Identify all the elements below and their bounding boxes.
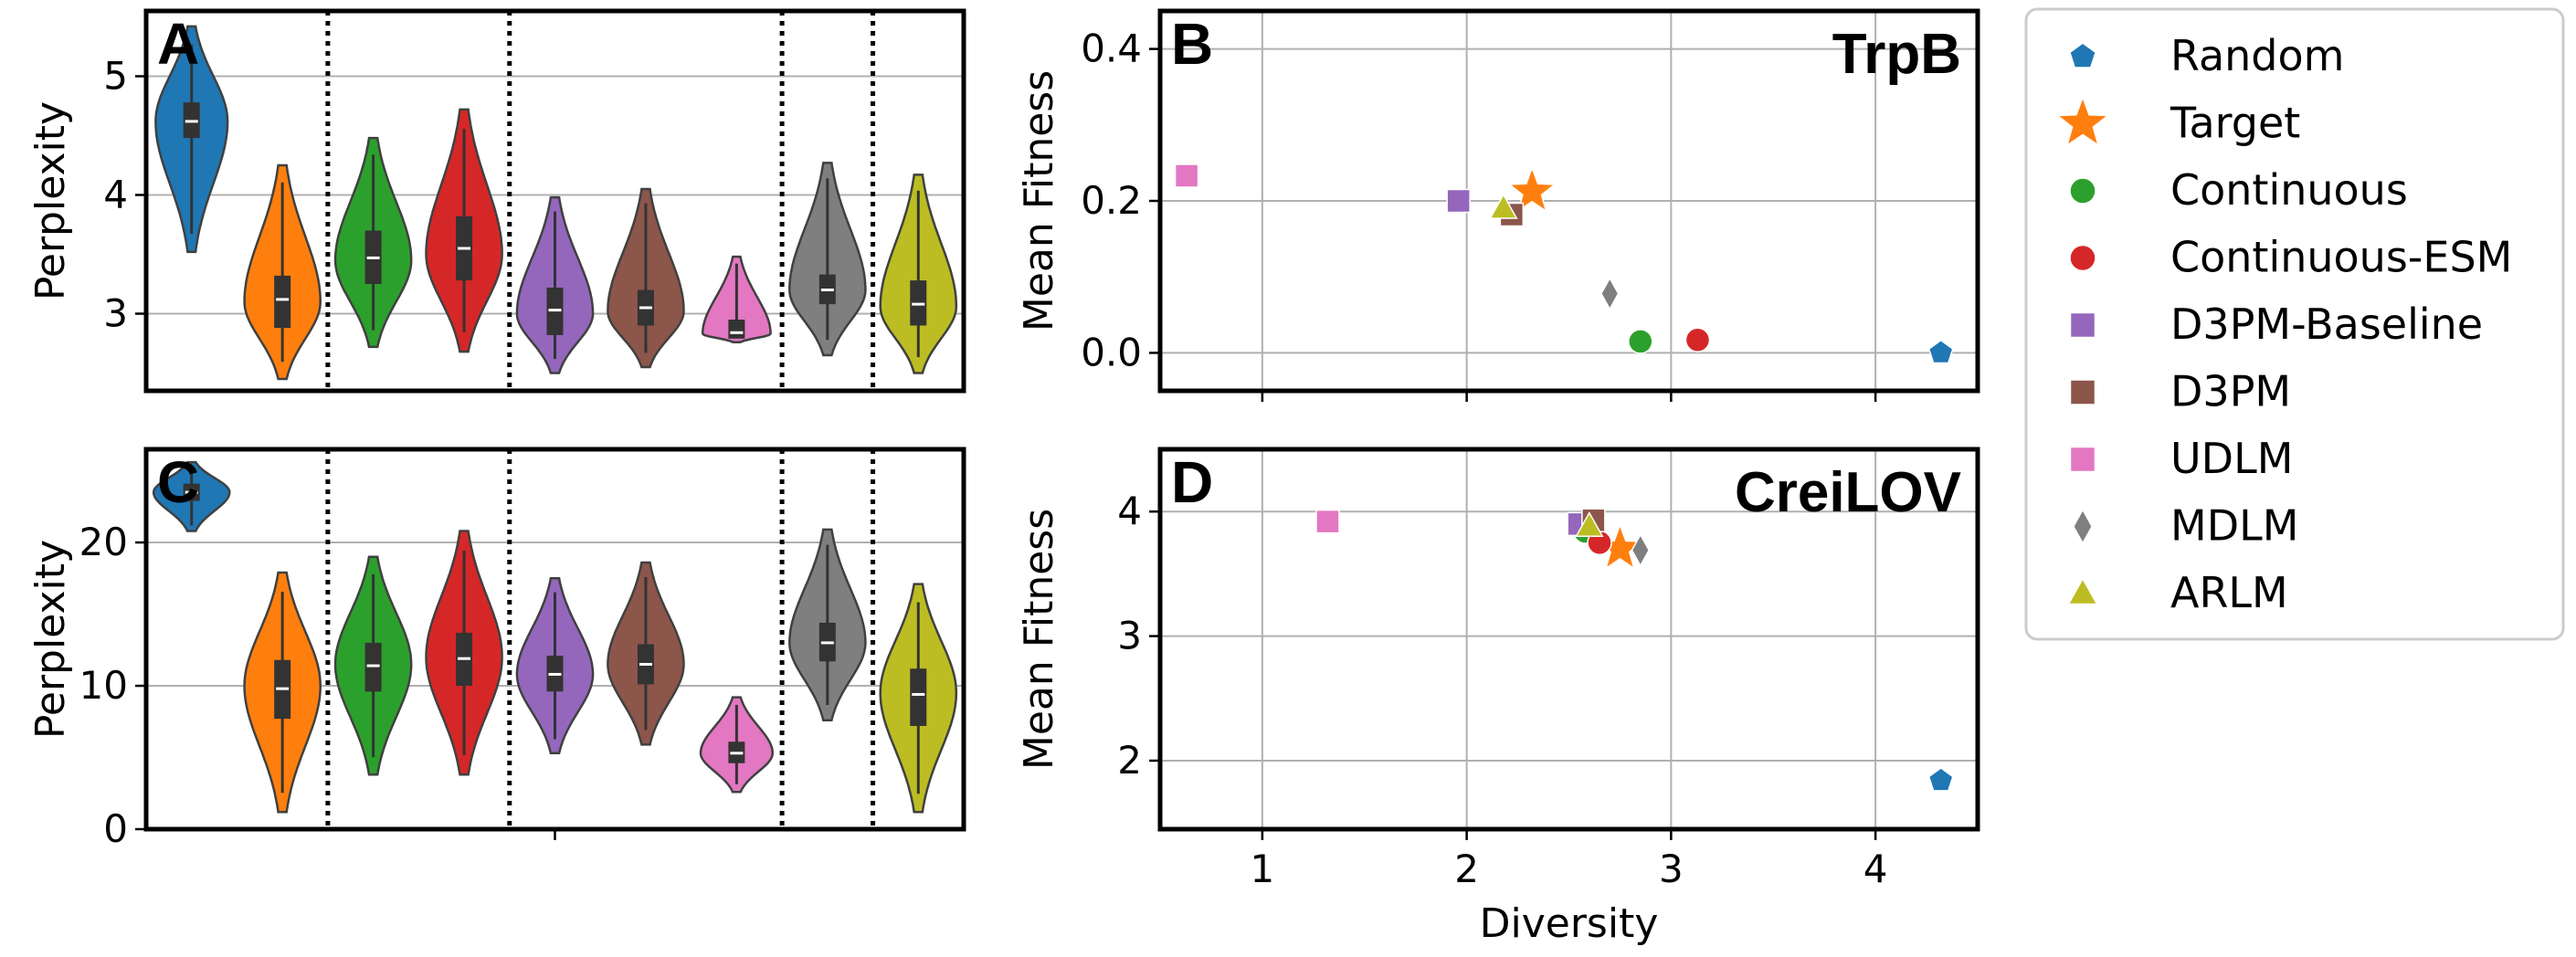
y-axis-label: Mean Fitness — [1016, 509, 1062, 770]
y-tick-label: 20 — [79, 520, 128, 564]
y-axis-label: Perplexity — [27, 540, 74, 739]
violin-iqr-box — [728, 320, 745, 339]
data-point-mdlm — [1600, 277, 1620, 310]
data-point-random — [1927, 767, 1954, 792]
y-tick-label: 0.0 — [1081, 330, 1142, 374]
data-point-udlm — [1174, 163, 1199, 188]
legend-marker-mdlm — [2073, 508, 2093, 545]
panel-label: B — [1171, 11, 1213, 77]
panel-label: D — [1171, 449, 1213, 515]
panel-c-violin-chart: 0 10 20 C Perplexity — [27, 447, 966, 851]
legend-marker-target — [2055, 95, 2110, 147]
legend-marker-continuous — [2069, 177, 2096, 205]
legend-marker-udlm — [2069, 446, 2096, 473]
legend-label: Continuous — [2170, 165, 2408, 215]
data-point-udlm — [1315, 509, 1340, 534]
data-point-arlm — [1489, 193, 1518, 219]
chart-title: CreiLOV — [1735, 461, 1961, 524]
chart-title: TrpB — [1832, 23, 1961, 86]
data-point-random — [1927, 339, 1954, 364]
y-tick-label: 10 — [79, 663, 128, 708]
data-point-continuous-esm — [1684, 327, 1711, 353]
legend-label: UDLM — [2170, 434, 2293, 483]
x-tick-label: 2 — [1454, 847, 1479, 891]
x-axis-label: Diversity — [1480, 900, 1659, 947]
x-tick-label: 1 — [1251, 847, 1275, 891]
legend-label: Continuous-ESM — [2170, 233, 2512, 282]
data-point-d3pm-baseline — [1446, 188, 1471, 214]
y-tick-label: 0 — [103, 806, 128, 851]
data-point-target — [1507, 165, 1557, 213]
panel-b-scatter-chart: 0.0 0.2 0.4 B TrpB Mean Fitness — [1016, 8, 1980, 402]
legend-label: D3PM-Baseline — [2170, 300, 2483, 349]
violin-iqr-box — [910, 668, 927, 726]
plot-frame — [1157, 8, 1980, 394]
panel-a-violin-chart: 3 4 5 A Perplexity — [27, 8, 966, 394]
plot-frame — [143, 8, 966, 394]
plot-frame — [1157, 447, 1980, 832]
y-axis-label: Mean Fitness — [1016, 70, 1062, 331]
data-point-continuous — [1628, 329, 1653, 354]
legend-marker-random — [2068, 42, 2097, 68]
y-tick-label: 3 — [1117, 614, 1142, 658]
legend-frame — [2024, 7, 2565, 641]
legend-marker-d3pm-baseline — [2069, 311, 2096, 339]
y-tick-label: 4 — [1117, 489, 1142, 533]
y-tick-label: 0.2 — [1081, 178, 1142, 223]
legend-marker-continuous-esm — [2069, 244, 2096, 272]
y-axis-label: Perplexity — [27, 101, 74, 300]
y-tick-label: 4 — [103, 173, 128, 217]
data-point-arlm — [1575, 511, 1604, 537]
panel-label: C — [157, 449, 199, 515]
legend-label: MDLM — [2170, 501, 2298, 551]
legend-marker-arlm — [2067, 577, 2098, 605]
x-tick-label: 3 — [1659, 847, 1684, 891]
legend-label: D3PM — [2170, 367, 2291, 416]
legend-label: Random — [2170, 31, 2344, 80]
violin-iqr-box — [274, 275, 291, 329]
panel-label: A — [157, 11, 199, 77]
y-tick-label: 0.4 — [1081, 26, 1142, 71]
legend-marker-d3pm — [2069, 379, 2096, 405]
x-tick-label: 4 — [1863, 847, 1888, 891]
legend-label: Target — [2170, 99, 2300, 148]
legend-label: ARLM — [2170, 568, 2288, 617]
legend: Random Target Continuous Continuous-ESM D3PM… — [2024, 7, 2565, 641]
y-tick-label: 3 — [103, 291, 128, 336]
data-point-mdlm — [1631, 533, 1651, 567]
violin-iqr-box — [364, 642, 382, 692]
y-tick-label: 5 — [103, 54, 128, 99]
y-tick-label: 2 — [1117, 738, 1142, 783]
